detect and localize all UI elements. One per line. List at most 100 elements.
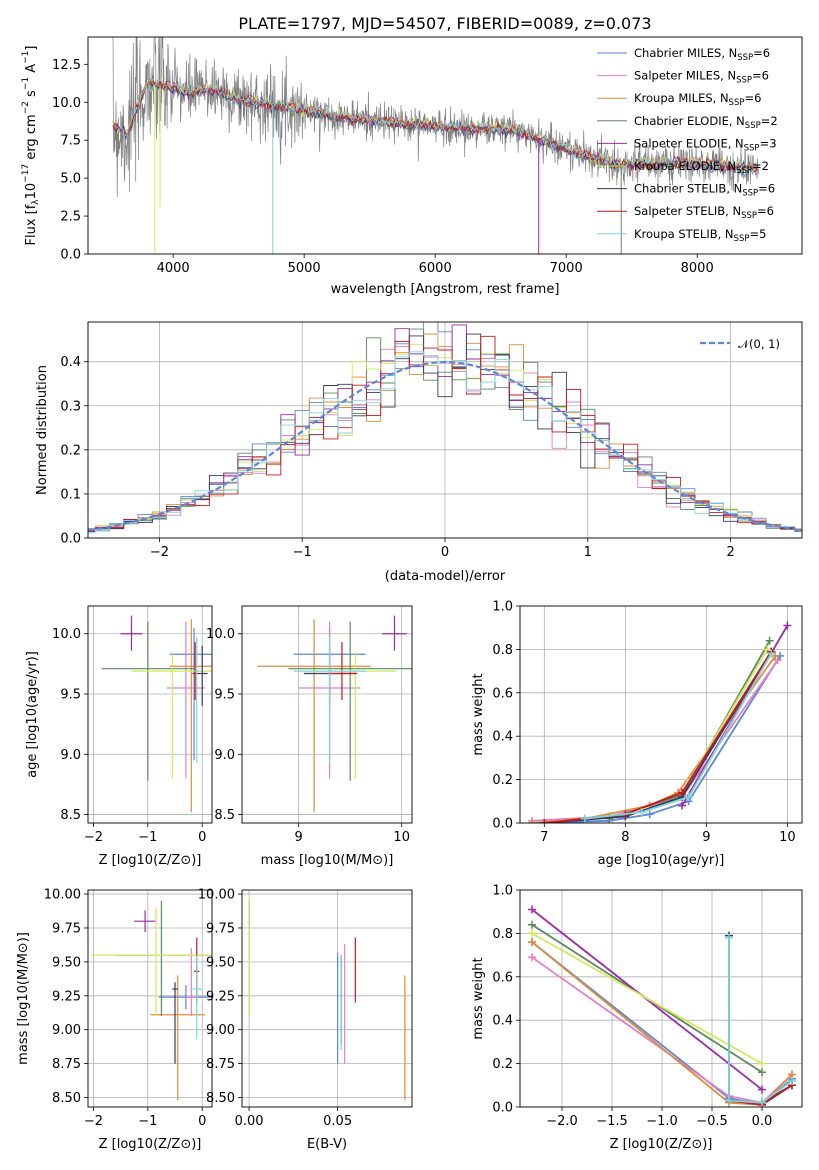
- legend-suffix: =6: [753, 46, 770, 60]
- x-tick-label: 0: [198, 830, 206, 845]
- legend-suffix: =3: [760, 136, 777, 150]
- y-label-part: Flux [f: [24, 204, 39, 245]
- weight-vs-Z-panel: −2.0 −1.5 −1.0 −0.5 0.0 0.0 0.2 0.4 0.6 0.8 1.0 Z […: [471, 884, 803, 1152]
- x-axis-label: (data-model)/error: [385, 569, 506, 584]
- y-tick-label: 9.5: [214, 688, 235, 703]
- series-marker: [788, 1076, 796, 1085]
- series-marker: [528, 819, 537, 823]
- series-marker: [678, 788, 687, 797]
- axes-frame: [87, 321, 803, 539]
- y-tick-label: 0.8: [492, 927, 513, 942]
- figure-title: PLATE=1797, MJD=54507, FIBERID=0089, z=0…: [238, 14, 651, 33]
- y-tick-label: 9.75: [206, 921, 235, 936]
- legend-suffix: =6: [752, 69, 769, 83]
- y-label-part: 10: [24, 183, 39, 200]
- y-tick-label: 0.6: [492, 970, 513, 985]
- series-marker: [528, 938, 536, 947]
- spectrum-plot-area: [112, 37, 759, 254]
- legend-sub: SSP: [734, 234, 750, 244]
- x-axis-label: wavelength [Angstrom, rest frame]: [331, 282, 560, 297]
- legend-label: Kroupa MILES, NSSP=6: [634, 91, 761, 108]
- series-marker: [758, 1059, 766, 1068]
- x-axis-label: Z [log10(Z/Z⊙)]: [610, 1137, 713, 1152]
- legend-text: Chabrier ELODIE, N: [634, 114, 745, 128]
- y-tick-label: 9.0: [60, 748, 81, 763]
- y-tick-label: 10.0: [52, 627, 81, 642]
- series-marker: [580, 814, 589, 823]
- x-tick-label: −2: [150, 545, 169, 560]
- x-tick-label: 8000: [681, 261, 714, 276]
- legend-sub: SSP: [744, 143, 760, 153]
- axes-frame: [519, 605, 803, 824]
- series-line-8: [544, 651, 772, 823]
- y-tick-label: 9.50: [52, 955, 81, 970]
- y-tick-label: 0.2: [60, 443, 81, 458]
- axes-frame: [87, 889, 213, 1108]
- legend-sub: SSP: [736, 166, 752, 176]
- residuals-panel: −2 −1 0 1 2 0.0 0.1 0.2 0.3 0.4 (data-model)/error…: [35, 321, 803, 584]
- series-marker: [528, 920, 536, 929]
- legend-text: Salpeter STELIB, N: [634, 204, 741, 218]
- y-tick-label: 0.0: [60, 248, 81, 263]
- x-tick-label: −2: [84, 1114, 103, 1129]
- series-marker: [528, 929, 536, 938]
- spectrum-panel: 4000 5000 6000 7000 8000 0.0 2.5 5.0 7.5 10.0 12.5…: [21, 36, 803, 297]
- x-tick-label: 10: [393, 830, 410, 845]
- legend-label: Kroupa STELIB, NSSP=5: [634, 227, 766, 244]
- y-tick-label: 9.0: [214, 748, 235, 763]
- y-tick-label: 9.00: [52, 1023, 81, 1038]
- series-marker: [678, 801, 687, 810]
- y-tick-label: 0.2: [492, 773, 513, 788]
- x-tick-label: −0.5: [696, 1114, 728, 1129]
- series-marker: [765, 636, 774, 645]
- x-tick-label: −1: [138, 1114, 157, 1129]
- age-vs-mass-plot-area: [257, 615, 412, 813]
- series-line-1: [532, 655, 781, 823]
- model-spectrum-9: [112, 80, 758, 173]
- y-tick-label: 9.00: [206, 1023, 235, 1038]
- series-marker: [725, 1096, 733, 1105]
- y-tick-label: 9.50: [206, 955, 235, 970]
- y-tick-label: 0.0: [60, 532, 81, 547]
- y-tick-label: 8.50: [206, 1091, 235, 1106]
- y-axis-label: mass weight: [471, 957, 486, 1039]
- legend-label: Chabrier STELIB, NSSP=6: [634, 182, 775, 199]
- y-label-part: −17: [21, 164, 31, 183]
- series-marker: [540, 819, 549, 823]
- x-tick-label: 2: [726, 545, 734, 560]
- y-tick-label: 0.8: [492, 643, 513, 658]
- legend-label: Chabrier MILES, NSSP=6: [634, 46, 770, 63]
- x-tick-label: 0.05: [323, 1114, 352, 1129]
- series-marker: [758, 1085, 766, 1094]
- age-vs-mass-panel: 9 10 8.5 9.0 9.5 10.0 mass [log10(M/M⊙)]: [206, 605, 413, 868]
- y-label-part: −1: [21, 77, 31, 90]
- series-marker: [528, 953, 536, 962]
- legend-suffix: =5: [749, 227, 766, 241]
- series-line-7: [728, 935, 793, 1104]
- y-tick-label: 7.5: [60, 134, 81, 149]
- legend-suffix: =6: [758, 182, 775, 196]
- legend-label: Salpeter MILES, NSSP=6: [634, 69, 769, 86]
- y-tick-label: 0.2: [492, 1057, 513, 1072]
- y-tick-label: 8.50: [52, 1091, 81, 1106]
- x-tick-label: 7: [540, 830, 548, 845]
- series-marker: [773, 656, 782, 665]
- axes-frame: [87, 605, 213, 824]
- x-tick-label: 0.0: [752, 1114, 773, 1129]
- y-tick-label: 5.0: [60, 172, 81, 187]
- y-label-part: erg cm: [24, 114, 39, 163]
- x-tick-label: −1.0: [646, 1114, 678, 1129]
- mass-vs-Z-panel: −2 −1 0 8.50 8.75 9.00 9.25 9.50 9.75 10.00 Z [log…: [16, 888, 213, 1152]
- y-tick-label: 12.5: [52, 58, 81, 73]
- legend-sub: SSP: [729, 98, 745, 108]
- legend-text: Kroupa MILES, N: [634, 91, 729, 105]
- weight-vs-Z-plot-area: [528, 905, 796, 1107]
- y-axis-label: Flux [fλ10−17 erg cm−2 s−1 A−1]: [21, 46, 41, 246]
- x-tick-label: 4000: [157, 261, 190, 276]
- x-tick-label: 9: [702, 830, 710, 845]
- y-label-part: λ: [31, 199, 41, 205]
- legend: Chabrier MILES, NSSP=6 Salpeter MILES, NS…: [597, 46, 778, 244]
- legend-suffix: =2: [761, 114, 778, 128]
- y-label-part: −2: [21, 101, 31, 114]
